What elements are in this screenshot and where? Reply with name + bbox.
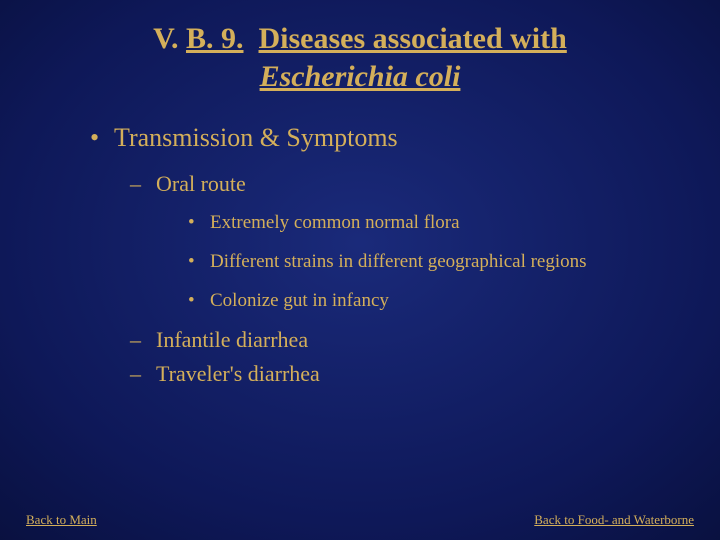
title-main: Diseases associated with: [259, 22, 567, 55]
lvl3a-text: Extremely common normal flora: [210, 212, 460, 233]
bullet-level2: –Infantile diarrhea: [130, 327, 660, 353]
dash-icon: –: [130, 171, 156, 197]
bullet-dot-icon: •: [188, 289, 210, 313]
bullet-dot-icon: •: [90, 123, 114, 153]
lvl3c-text: Colonize gut in infancy: [210, 290, 389, 311]
title-italic: Escherichia coli: [260, 60, 461, 93]
back-to-food-waterborne-link[interactable]: Back to Food- and Waterborne: [534, 512, 694, 528]
slide-title: V. B. 9. Diseases associated with Escher…: [60, 20, 660, 95]
back-to-main-link[interactable]: Back to Main: [26, 512, 97, 528]
title-roman: V.: [153, 22, 178, 55]
bullet-level3: •Extremely common normal flora: [188, 211, 660, 235]
footer-nav: Back to Main Back to Food- and Waterborn…: [0, 512, 720, 528]
lvl2c-text: Traveler's diarrhea: [156, 361, 320, 386]
bullet-level3: •Different strains in different geograph…: [188, 250, 660, 274]
lvl2a-text: Oral route: [156, 171, 246, 196]
dash-icon: –: [130, 327, 156, 353]
bullet-dot-icon: •: [188, 211, 210, 235]
lvl1-text: Transmission & Symptoms: [114, 123, 398, 152]
lvl3b-text: Different strains in different geographi…: [210, 251, 587, 272]
slide-body: V. B. 9. Diseases associated with Escher…: [0, 0, 720, 387]
lvl2b-text: Infantile diarrhea: [156, 327, 308, 352]
bullet-level1: •Transmission & Symptoms: [90, 123, 660, 153]
bullet-level2: –Oral route: [130, 171, 660, 197]
bullet-level2: –Traveler's diarrhea: [130, 361, 660, 387]
bullet-level3: •Colonize gut in infancy: [188, 289, 660, 313]
dash-icon: –: [130, 361, 156, 387]
bullet-dot-icon: •: [188, 250, 210, 274]
title-section: B. 9.: [186, 22, 244, 55]
